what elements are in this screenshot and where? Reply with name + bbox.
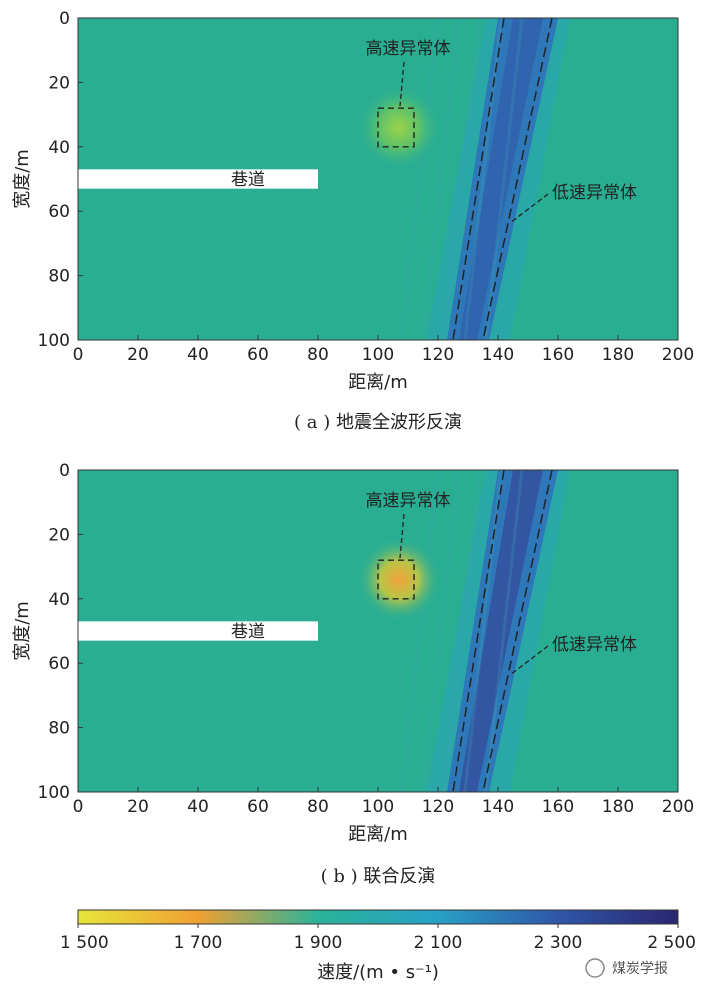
x-tick-label: 100	[362, 797, 394, 817]
low-velocity-core	[459, 470, 543, 792]
watermark-text: 煤炭学报	[612, 961, 668, 977]
x-axis-label: 距离/m	[348, 372, 408, 393]
x-tick-label: 80	[307, 345, 329, 365]
high-velocity-glow	[357, 85, 441, 170]
x-tick-label: 140	[482, 345, 514, 365]
panel-caption: ( b ) 联合反演	[321, 866, 436, 887]
high-velocity-label: 高速异常体	[366, 39, 451, 59]
colorbar-tick-label: 2 300	[534, 933, 583, 953]
x-tick-label: 0	[73, 797, 84, 817]
colorbar-tick-label: 1 500	[60, 933, 109, 953]
x-tick-label: 160	[542, 797, 574, 817]
panel-caption: ( a ) 地震全波形反演	[294, 412, 462, 433]
x-tick-label: 160	[542, 345, 574, 365]
x-tick-label: 200	[662, 345, 694, 365]
ray-artifact	[484, 470, 524, 792]
low-velocity-label: 低速异常体	[552, 635, 637, 655]
x-tick-label: 60	[247, 345, 269, 365]
watermark: 煤炭学报	[585, 958, 668, 978]
ray-artifact	[400, 18, 440, 340]
colorbar-tick-label: 1 900	[294, 933, 343, 953]
x-tick-label: 120	[422, 345, 454, 365]
low-velocity-boundary-left	[452, 17, 505, 341]
x-tick-label: 40	[187, 345, 209, 365]
colorbar-gradient	[77, 909, 679, 925]
ray-artifact	[442, 470, 482, 792]
low-velocity-label: 低速异常体	[552, 183, 637, 203]
roadway	[78, 621, 318, 641]
high-velocity-glow	[357, 537, 441, 622]
ray-artifact	[484, 18, 524, 340]
y-tick-label: 100	[38, 783, 70, 803]
high-velocity-label: 高速异常体	[366, 491, 451, 511]
roadway-label: 巷道	[231, 622, 265, 642]
x-tick-label: 60	[247, 797, 269, 817]
y-tick-label: 100	[38, 331, 70, 351]
high-velocity-leader	[399, 61, 405, 107]
x-tick-label: 100	[362, 345, 394, 365]
x-tick-label: 20	[127, 345, 149, 365]
colorbar-tick-label: 1 700	[174, 933, 223, 953]
x-tick-label: 80	[307, 797, 329, 817]
x-tick-label: 0	[73, 345, 84, 365]
high-velocity-box	[377, 559, 415, 600]
colorbar-tick-label: 2 500	[647, 933, 696, 953]
roadway-label: 巷道	[231, 170, 265, 190]
high-velocity-box	[377, 107, 415, 148]
y-tick-label: 80	[48, 719, 70, 739]
low-velocity-boundary-right	[482, 17, 553, 341]
high-velocity-leader	[399, 513, 405, 559]
y-tick-label: 40	[48, 138, 70, 158]
y-tick-label: 0	[59, 461, 70, 481]
x-tick-label: 200	[662, 797, 694, 817]
ray-artifact	[421, 18, 461, 340]
x-axis-label: 距离/m	[348, 824, 408, 845]
colorbar-tick-label: 2 100	[414, 933, 463, 953]
roadway	[78, 169, 318, 189]
y-axis-label: 宽度/m	[12, 601, 33, 661]
y-tick-label: 0	[59, 9, 70, 29]
x-tick-label: 20	[127, 797, 149, 817]
y-tick-label: 20	[48, 73, 70, 93]
x-tick-label: 40	[187, 797, 209, 817]
x-tick-label: 120	[422, 797, 454, 817]
low-velocity-boundary-left	[452, 469, 505, 793]
colorbar: 1 500 1 700 1 900 2 100 2 300 2 500 速度/(m • s⁻…	[60, 909, 696, 983]
low-velocity-boundary-right	[482, 469, 553, 793]
y-tick-label: 80	[48, 267, 70, 287]
ray-artifact	[442, 18, 482, 340]
low-velocity-core	[459, 18, 543, 340]
ray-artifact	[400, 470, 440, 792]
ray-artifact	[421, 470, 461, 792]
x-tick-label: 180	[602, 797, 634, 817]
colorbar-label: 速度/(m • s⁻¹)	[317, 962, 439, 983]
y-axis-label: 宽度/m	[12, 149, 33, 209]
y-tick-label: 60	[48, 202, 70, 222]
y-tick-label: 40	[48, 590, 70, 610]
y-tick-label: 20	[48, 525, 70, 545]
x-tick-label: 140	[482, 797, 514, 817]
wechat-icon	[585, 958, 605, 978]
y-tick-label: 60	[48, 654, 70, 674]
x-tick-label: 180	[602, 345, 634, 365]
